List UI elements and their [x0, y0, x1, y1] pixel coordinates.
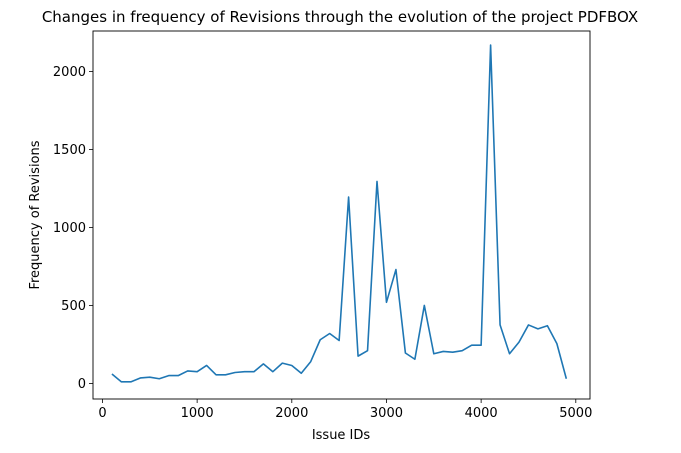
x-axis-title: Issue IDs [312, 428, 371, 443]
x-tick-label: 0 [98, 406, 106, 421]
y-axis-title: Frequency of Revisions [28, 140, 43, 289]
y-tick-label: 1000 [53, 221, 86, 236]
y-tick-label: 1500 [53, 143, 86, 158]
plot-frame [92, 30, 591, 400]
x-axis-ticks: 0 1000 2000 3000 4000 5000 [98, 399, 592, 421]
x-tick-label: 5000 [559, 406, 592, 421]
y-tick-label: 500 [61, 299, 86, 314]
x-tick-label: 4000 [465, 406, 498, 421]
chart-title: Changes in frequency of Revisions throug… [42, 8, 638, 26]
y-tick-label: 0 [78, 377, 86, 392]
x-tick-label: 3000 [370, 406, 403, 421]
y-tick-label: 2000 [53, 65, 86, 80]
x-tick-label: 1000 [181, 406, 214, 421]
series-line [111, 44, 568, 383]
y-axis-ticks: 0 500 1000 1500 2000 [53, 65, 93, 392]
plot-area [93, 31, 590, 399]
x-tick-label: 2000 [275, 406, 308, 421]
series-layer [111, 44, 568, 383]
